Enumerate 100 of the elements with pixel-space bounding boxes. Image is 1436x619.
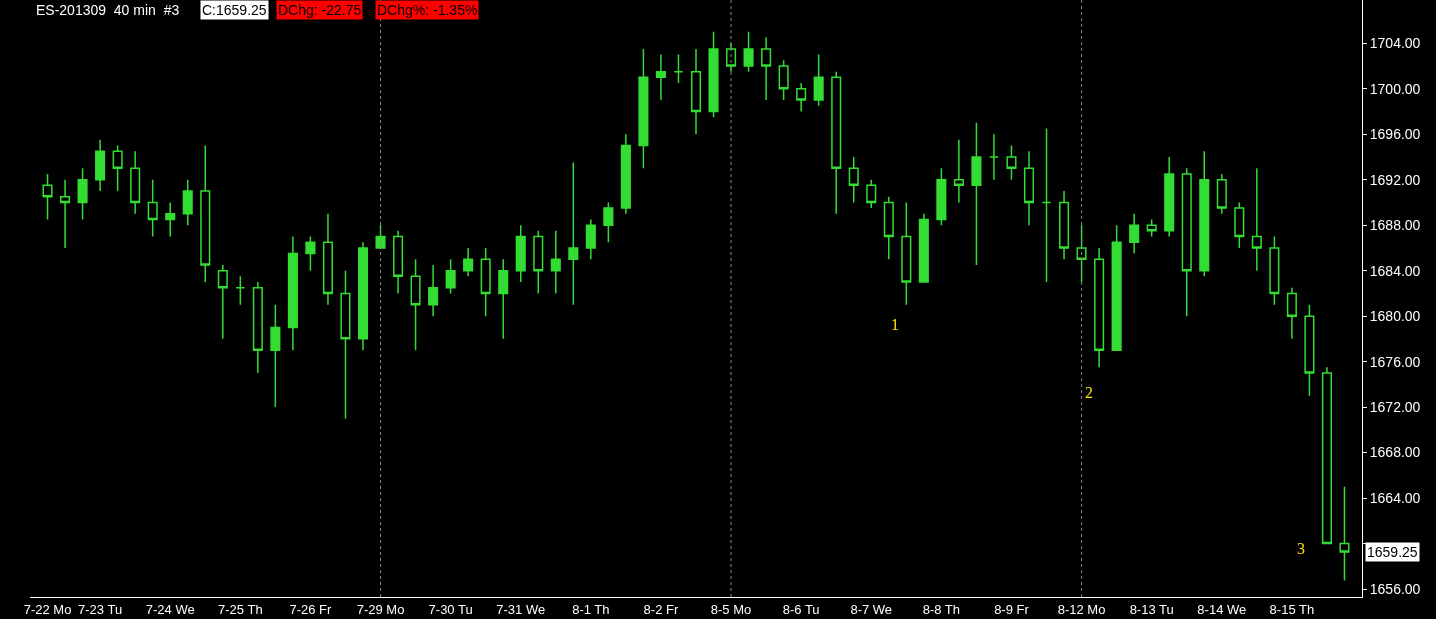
candlestick — [165, 201, 176, 238]
x-tick-label: 8-5 Mo — [710, 601, 752, 617]
annotation: 2 — [1085, 384, 1093, 401]
candlestick — [200, 144, 211, 283]
x-tick-label: 7-22 Mo — [23, 601, 72, 617]
candlestick — [480, 247, 491, 317]
y-tick-label: 1664.00 — [1369, 489, 1421, 506]
candlestick — [112, 144, 123, 192]
candlestick — [1059, 190, 1070, 261]
candlestick — [936, 167, 947, 226]
y-tick-label: 1668.00 — [1369, 444, 1421, 461]
candlestick — [410, 258, 421, 351]
candlestick — [305, 235, 316, 272]
y-tick-label: 1680.00 — [1369, 308, 1421, 325]
candlestick — [287, 235, 298, 351]
candlestick — [235, 275, 246, 306]
x-tick-label: 8-15 Th — [1269, 601, 1315, 617]
candlestick — [638, 48, 649, 170]
candlestick — [1304, 304, 1315, 397]
candlestick — [515, 224, 526, 283]
candlestick — [1111, 224, 1122, 351]
candlestick — [726, 42, 737, 73]
candlestick — [673, 53, 684, 84]
candlestick — [988, 133, 999, 181]
y-tick-label: 1700.00 — [1369, 80, 1421, 97]
candlestick — [918, 213, 929, 283]
candlestick — [1199, 150, 1210, 278]
candlestick — [1023, 150, 1035, 226]
x-tick-label: 7-31 We — [496, 601, 546, 617]
annotation: 1 — [891, 316, 899, 333]
y-tick-label: 1692.00 — [1369, 171, 1421, 188]
x-tick-label: 7-24 We — [145, 601, 195, 617]
candlestick — [60, 178, 71, 249]
candlestick — [533, 230, 544, 295]
candlestick — [463, 247, 474, 278]
candlestick — [445, 258, 456, 295]
candlestick — [322, 213, 333, 306]
annotation: DChg%: -1.35% — [377, 2, 478, 18]
x-tick-label: 8-9 Fr — [994, 601, 1030, 617]
y-tick-label: 1672.00 — [1369, 399, 1421, 415]
candlestick — [428, 264, 439, 317]
candlestick — [743, 31, 754, 73]
candlestick — [778, 59, 789, 101]
candlestick — [1129, 213, 1140, 255]
x-tick-label: 8-14 We — [1197, 601, 1247, 617]
candlestick — [585, 218, 596, 261]
candlestick — [182, 178, 193, 226]
candlestick — [708, 31, 719, 118]
annotation: DChg: -22.75 — [278, 2, 362, 18]
chart-title: ES-201309 40 min #3 — [36, 2, 180, 18]
x-tick-label: 7-29 Mo — [356, 601, 405, 617]
candlestick — [1146, 218, 1157, 238]
candlestick — [42, 173, 53, 221]
candlestick — [77, 167, 88, 221]
candlestick — [848, 156, 859, 204]
candlestick — [901, 201, 912, 306]
candlestick — [1269, 235, 1280, 306]
x-tick-label: 7-25 Th — [218, 601, 263, 617]
y-tick-label: 1676.00 — [1369, 353, 1421, 370]
candlestick — [393, 230, 404, 295]
x-tick-label: 7-23 Tu — [78, 601, 123, 617]
x-tick-label: 8-2 Fr — [643, 601, 679, 617]
x-tick-label: 7-26 Fr — [289, 601, 333, 617]
candlestick — [655, 53, 666, 101]
x-tick-label: 8-6 Tu — [782, 601, 820, 617]
x-tick-label: 8-8 Th — [922, 601, 961, 617]
candlestick — [953, 139, 964, 204]
candlestick — [831, 70, 842, 215]
x-tick-label: 7-30 Tu — [428, 601, 473, 617]
candlestick — [1234, 201, 1245, 249]
candlestick — [568, 161, 579, 306]
y-tick-label: 1656.00 — [1369, 580, 1421, 597]
candlestick — [270, 304, 281, 408]
annotation: 3 — [1297, 540, 1305, 557]
candlestick — [1321, 366, 1332, 545]
candlestick — [1041, 127, 1052, 283]
text: 1659.25 — [1367, 544, 1418, 560]
candlestick — [252, 281, 263, 374]
candlestick — [1339, 485, 1350, 582]
candlestick — [971, 122, 982, 266]
candlestick — [866, 178, 877, 209]
x-tick-label: 8-13 Tu — [1129, 601, 1174, 617]
candlestick — [375, 224, 386, 249]
candlestick — [796, 82, 807, 113]
candlestick — [603, 201, 614, 243]
candlestick — [1164, 156, 1175, 238]
candlestick — [1286, 286, 1297, 340]
candlestick — [690, 48, 702, 135]
candlestick — [1251, 167, 1262, 272]
candlestick — [813, 53, 824, 107]
candlestick — [550, 230, 561, 295]
candlestick — [130, 150, 141, 215]
candlestick — [147, 178, 158, 238]
candlestick — [357, 241, 369, 351]
annotation: C:1659.25 — [202, 2, 267, 18]
candlestick — [95, 139, 106, 192]
candlestick — [620, 133, 631, 215]
y-tick-label: 1704.00 — [1369, 35, 1421, 52]
x-tick-label: 8-12 Mo — [1057, 601, 1106, 617]
candlestick — [761, 36, 772, 101]
